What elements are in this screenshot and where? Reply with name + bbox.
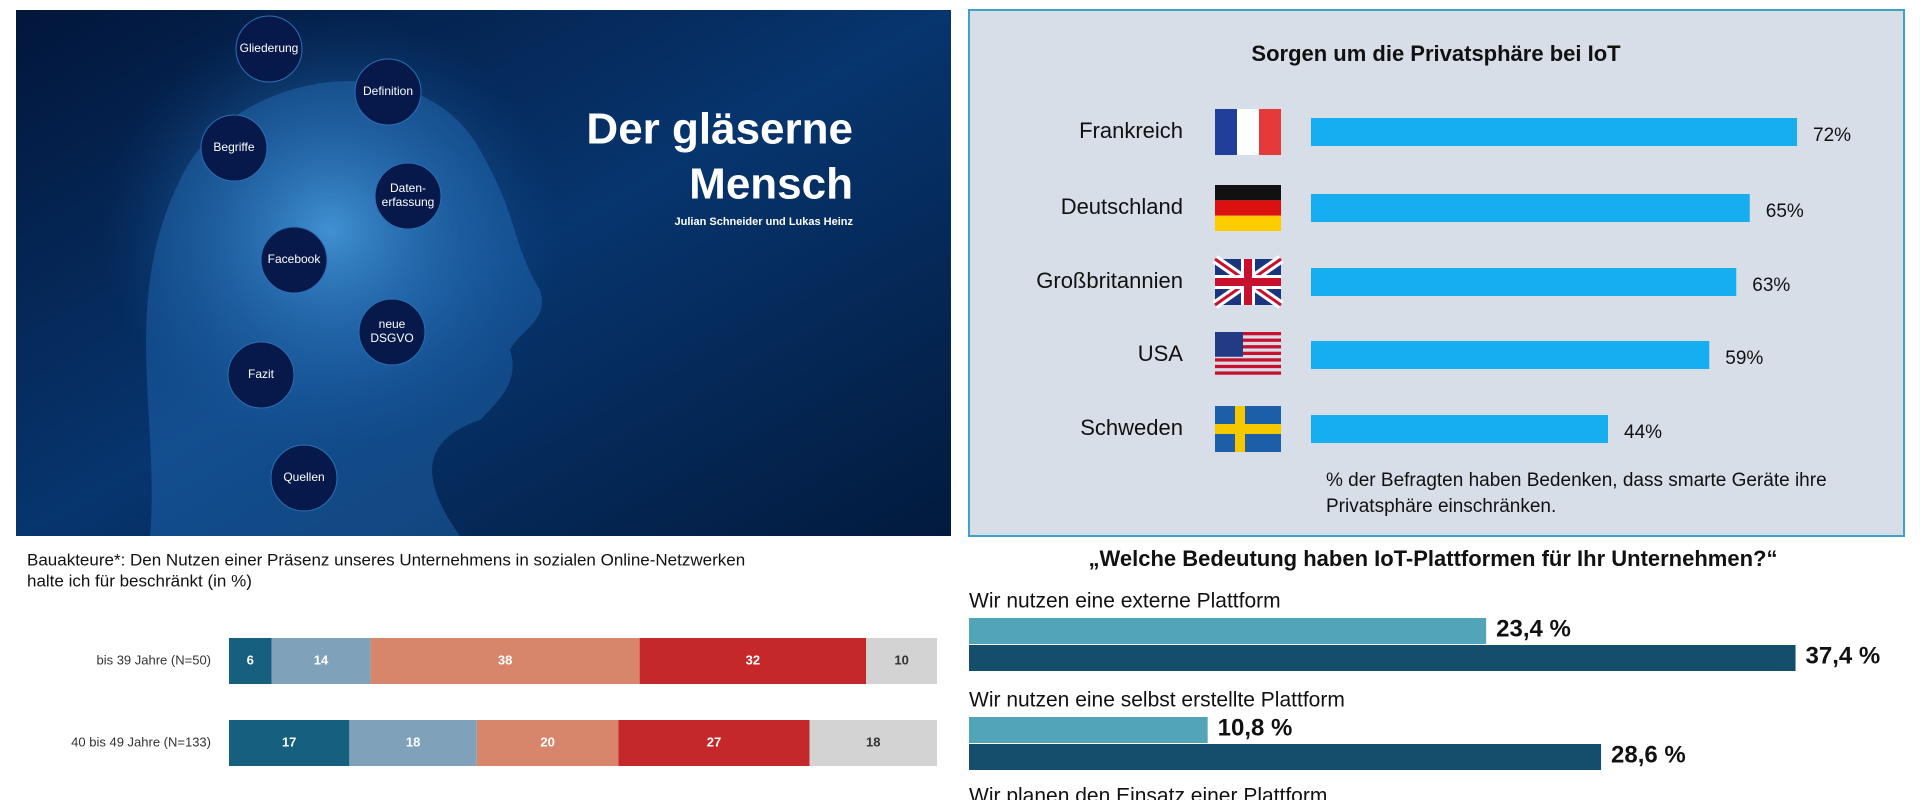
flag-part	[1215, 358, 1281, 362]
topic-label: Gliederung	[240, 41, 299, 55]
topic-bubble	[260, 226, 328, 294]
value-label: 59%	[1725, 348, 1763, 369]
bar-segment	[370, 638, 640, 684]
value-label: 63%	[1752, 275, 1790, 296]
privacy-chart: Sorgen um die Privatsphäre bei IoT Frankr…	[1036, 41, 1851, 517]
stacked-chart: Bauakteure*: Den Nutzen einer Präsenz un…	[27, 550, 937, 766]
value-label: 10	[894, 652, 908, 667]
bar	[969, 618, 1487, 644]
topic-label: Quellen	[283, 470, 324, 484]
topic-label: erfassung	[382, 195, 435, 209]
bar-segment	[229, 638, 272, 684]
value-label: 72%	[1813, 125, 1851, 146]
flag-part	[1215, 332, 1243, 357]
flag-part	[1215, 351, 1281, 355]
chart-title: Sorgen um die Privatsphäre bei IoT	[1251, 41, 1621, 66]
flag-part	[1215, 345, 1281, 349]
slide-title: Mensch	[689, 160, 853, 209]
bar-segment	[866, 638, 937, 684]
value-label: 18	[406, 734, 420, 749]
topic-bubble	[354, 58, 422, 126]
topic-label: Definition	[363, 84, 413, 98]
bar	[969, 717, 1208, 743]
topic-bubble	[235, 15, 303, 83]
chart-title: „Welche Bedeutung haben IoT-Plattformen …	[1089, 546, 1778, 571]
category-label: Großbritannien	[1036, 268, 1183, 293]
flag-part	[1215, 278, 1281, 286]
topic-bubble	[374, 162, 442, 230]
bar	[1311, 415, 1608, 443]
topic-label: Facebook	[268, 252, 322, 266]
bar-segment	[639, 638, 867, 684]
category-label: Frankreich	[1079, 118, 1183, 143]
flag-part	[1215, 338, 1281, 342]
slide: Gliederung Definition Begriffe Daten-erfass…	[200, 15, 854, 512]
topic-bubble	[227, 341, 295, 409]
chart-title: halte ich für beschränkt (in %)	[27, 571, 252, 590]
bar-segment	[349, 720, 477, 766]
value-label: 10,8 %	[1218, 714, 1293, 741]
chart-note: Privatsphäre einschränken.	[1326, 496, 1556, 517]
bar	[1311, 268, 1737, 296]
head-glow	[100, 10, 560, 450]
topic-label: Begriffe	[213, 140, 254, 154]
head-silhouette	[146, 80, 543, 537]
value-label: 32	[746, 652, 760, 667]
bar-segment	[618, 720, 810, 766]
category-label: 40 bis 49 Jahre (N=133)	[71, 734, 211, 749]
topic-bubble	[270, 444, 338, 512]
flag-part	[1215, 185, 1281, 201]
topic-label: Fazit	[248, 367, 275, 381]
topic-label: Daten-	[390, 181, 426, 195]
flag-part	[1215, 215, 1281, 231]
flag-part	[1215, 364, 1281, 369]
bar-segment	[271, 638, 371, 684]
value-label: 27	[707, 734, 721, 749]
value-label: 44%	[1624, 422, 1662, 443]
grouped-chart: „Welche Bedeutung haben IoT-Plattformen …	[969, 546, 1880, 800]
topic-bubble	[358, 298, 426, 366]
category-label: Deutschland	[1061, 194, 1183, 219]
value-label: 18	[866, 734, 880, 749]
value-label: 20	[540, 734, 554, 749]
value-label: 6	[247, 652, 254, 667]
category-label: USA	[1138, 341, 1184, 366]
topic-label: DSGVO	[370, 331, 413, 345]
flag-part	[1215, 371, 1281, 375]
bar	[969, 744, 1602, 770]
flag-part	[1215, 109, 1237, 155]
bar	[1311, 194, 1750, 222]
category-label: Wir planen den Einsatz einer Plattform	[969, 785, 1327, 800]
value-label: 38	[498, 652, 512, 667]
bar	[1311, 341, 1710, 369]
bar	[1311, 118, 1797, 146]
flag-part	[1215, 200, 1281, 216]
category-label: Schweden	[1080, 415, 1183, 440]
bar-segment	[809, 720, 937, 766]
chart-title: Bauakteure*: Den Nutzen einer Präsenz un…	[27, 550, 745, 569]
flag-part	[1259, 109, 1281, 155]
category-label: Wir nutzen eine selbst erstellte Plattfo…	[969, 689, 1345, 712]
topic-label: neue	[379, 317, 406, 331]
topic-bubble	[200, 114, 268, 182]
value-label: 17	[282, 734, 296, 749]
slide-title: Der gläserne	[586, 105, 853, 154]
slide-authors: Julian Schneider und Lukas Heinz	[675, 216, 854, 228]
category-label: Wir nutzen eine externe Plattform	[969, 590, 1281, 613]
value-label: 28,6 %	[1611, 741, 1686, 768]
value-label: 23,4 %	[1496, 615, 1571, 642]
bar-segment	[229, 720, 350, 766]
flag-part	[1215, 332, 1281, 336]
value-label: 37,4 %	[1806, 642, 1881, 669]
value-label: 14	[314, 652, 329, 667]
value-label: 65%	[1766, 201, 1804, 222]
category-label: bis 39 Jahre (N=50)	[96, 652, 211, 667]
chart-note: % der Befragten haben Bedenken, dass sma…	[1326, 470, 1827, 491]
flag-part	[1215, 424, 1281, 434]
bar-segment	[476, 720, 619, 766]
bar	[969, 645, 1796, 671]
flag-part	[1237, 109, 1259, 155]
